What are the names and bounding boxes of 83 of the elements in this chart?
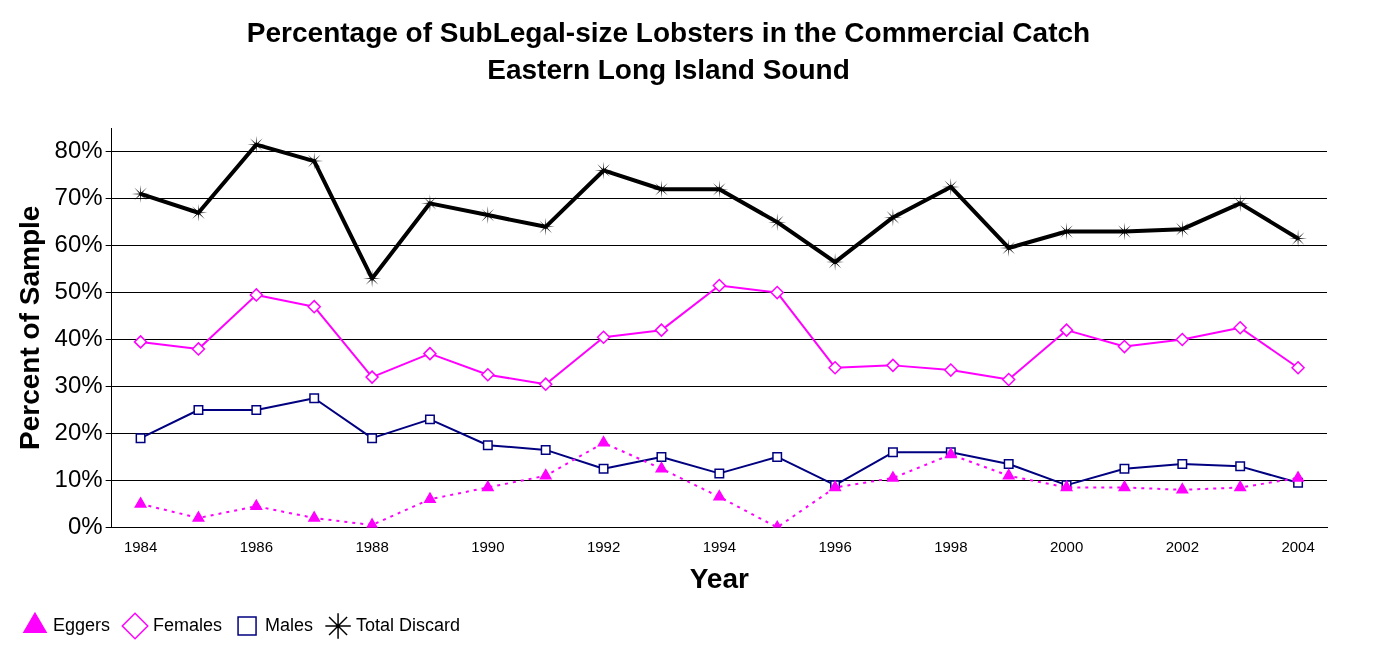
- point: [713, 490, 726, 501]
- point: [309, 393, 320, 404]
- x-tick-label: 1986: [239, 537, 274, 555]
- point: [133, 335, 148, 349]
- point: [828, 360, 842, 375]
- point: [714, 468, 725, 479]
- point: [308, 511, 321, 522]
- point: [538, 377, 553, 391]
- point: [596, 330, 611, 344]
- chart-subtitle: Eastern Long Island Sound: [487, 54, 850, 86]
- point: [1235, 461, 1246, 472]
- x-tick-label: 1996: [818, 537, 852, 555]
- point: [540, 444, 551, 455]
- x-tick-label: 2002: [1165, 537, 1199, 555]
- point: [1234, 480, 1247, 492]
- point: [134, 497, 147, 508]
- point: [482, 440, 493, 451]
- point: [251, 405, 262, 415]
- point: [887, 447, 898, 458]
- point: [365, 370, 379, 384]
- y-tick-label: 80%: [54, 136, 103, 164]
- legend-label: Eggers: [53, 614, 111, 635]
- y-tick-label: 70%: [54, 183, 103, 211]
- point: [1001, 372, 1016, 387]
- y-tick-label: 30%: [54, 371, 103, 399]
- point: [655, 461, 668, 473]
- point: [597, 436, 610, 447]
- point: [192, 511, 205, 522]
- point: [249, 288, 264, 302]
- point: [772, 451, 783, 462]
- x-tick-label: 1984: [123, 537, 158, 555]
- legend-label: Males: [265, 614, 314, 635]
- y-tick-label: 40%: [54, 324, 103, 352]
- y-axis-title: Percent of Sample: [13, 205, 45, 450]
- point: [1002, 468, 1015, 480]
- point: [1291, 360, 1305, 375]
- point: [712, 278, 727, 293]
- point: [1177, 459, 1188, 469]
- point: [944, 363, 958, 377]
- point: [1176, 483, 1189, 494]
- y-tick-label: 0%: [67, 512, 103, 540]
- point: [1292, 471, 1305, 482]
- x-tick-label: 1988: [355, 537, 389, 555]
- point: [481, 368, 495, 382]
- point: [367, 433, 378, 444]
- point: [1059, 323, 1074, 337]
- point: [1118, 480, 1131, 492]
- point: [1175, 332, 1190, 347]
- legend-label: Total Discard: [356, 614, 461, 635]
- point: [770, 285, 784, 300]
- x-tick-label: 2004: [1281, 537, 1315, 555]
- point: [656, 451, 667, 462]
- point: [307, 299, 321, 314]
- point: [423, 346, 437, 361]
- x-tick-label: 1998: [934, 537, 968, 555]
- point: [1233, 321, 1247, 335]
- y-tick-label: 60%: [54, 230, 103, 258]
- x-tick-label: 2000: [1049, 537, 1084, 555]
- point: [1003, 459, 1014, 469]
- y-tick-label: 20%: [54, 418, 103, 446]
- point: [193, 405, 204, 415]
- x-tick-label: 1992: [586, 537, 621, 555]
- point: [539, 468, 552, 480]
- x-tick-label: 1990: [471, 537, 505, 555]
- point: [654, 323, 669, 337]
- y-tick-label: 50%: [54, 277, 103, 305]
- point: [250, 499, 263, 511]
- point: [594, 161, 613, 180]
- point: [424, 492, 436, 503]
- legend-label: Females: [153, 614, 223, 635]
- x-tick-label: 1994: [702, 537, 737, 555]
- chart-title: Percentage of SubLegal-size Lobsters in the Commercial Catch: [246, 16, 1091, 48]
- point: [598, 463, 609, 474]
- point: [887, 471, 899, 482]
- point: [191, 342, 206, 356]
- x-axis-title: Year: [689, 562, 750, 594]
- point: [135, 433, 146, 444]
- point: [481, 480, 494, 492]
- y-tick-label: 10%: [54, 465, 103, 493]
- point: [1117, 339, 1132, 354]
- point: [1119, 463, 1130, 474]
- point: [424, 414, 435, 425]
- point: [886, 358, 900, 373]
